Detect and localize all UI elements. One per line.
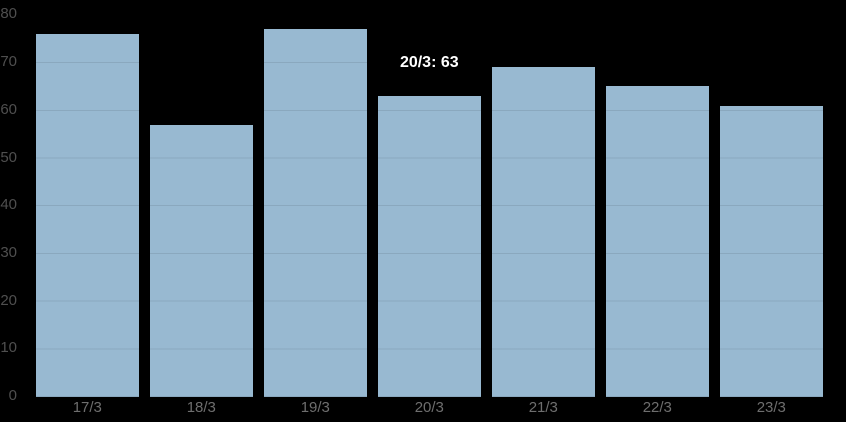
bar-22/3[interactable] <box>606 86 709 397</box>
y-tick-label: 0 <box>8 387 17 404</box>
y-tick-label: 10 <box>0 339 17 357</box>
y-tick-label: 80 <box>0 5 17 23</box>
x-tick-label: 20/3 <box>414 399 444 416</box>
x-tick-label: 21/3 <box>528 399 558 416</box>
bar-18/3[interactable] <box>150 124 253 397</box>
y-tick-label: 50 <box>0 148 17 166</box>
y-tick-label: 40 <box>0 196 17 214</box>
bar-19/3[interactable] <box>264 29 367 397</box>
bar-21/3[interactable] <box>492 67 595 397</box>
bar-20/3[interactable] <box>378 96 481 397</box>
bar-17/3[interactable] <box>36 33 139 397</box>
tooltip-point-label: 20/3: 63 <box>399 54 459 71</box>
bar-23/3[interactable] <box>720 105 823 397</box>
x-tick-label: 23/3 <box>756 399 786 416</box>
y-tick-label: 70 <box>0 53 17 71</box>
x-tick-label: 22/3 <box>642 399 672 416</box>
x-tick-label: 17/3 <box>72 399 102 416</box>
y-tick-label: 30 <box>0 243 17 261</box>
x-tick-label: 19/3 <box>300 399 330 416</box>
y-tick-label: 60 <box>0 100 17 118</box>
x-tick-label: 18/3 <box>186 399 216 416</box>
y-tick-label: 20 <box>0 291 17 309</box>
